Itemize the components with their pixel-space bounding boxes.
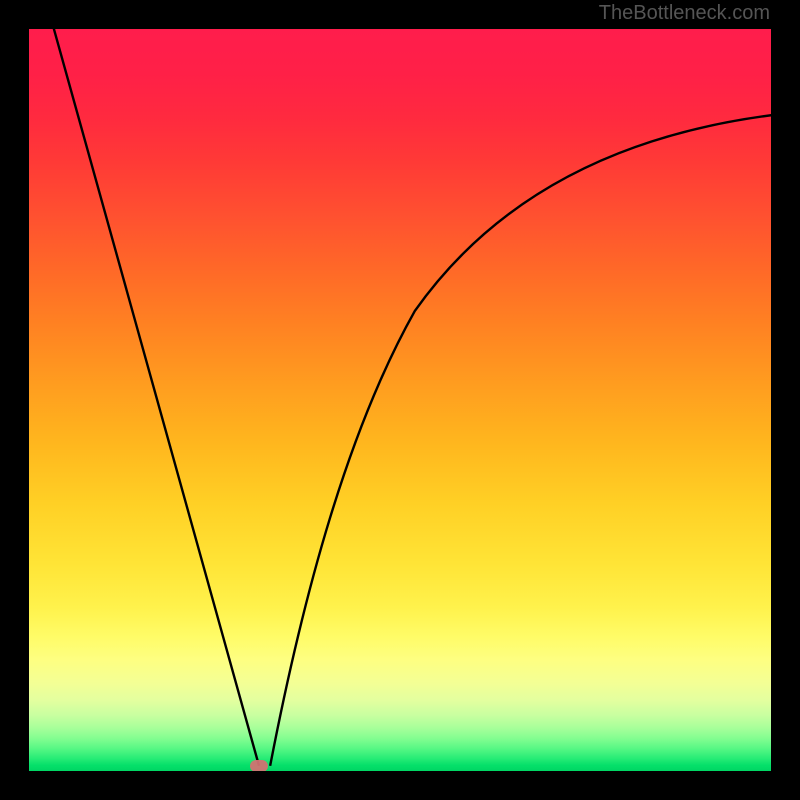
curve-layer xyxy=(29,29,771,771)
bottleneck-curve xyxy=(50,29,771,766)
optimum-marker xyxy=(250,760,268,771)
plot-area xyxy=(29,29,771,771)
outer-frame xyxy=(0,0,800,800)
watermark-text: TheBottleneck.com xyxy=(599,2,770,25)
